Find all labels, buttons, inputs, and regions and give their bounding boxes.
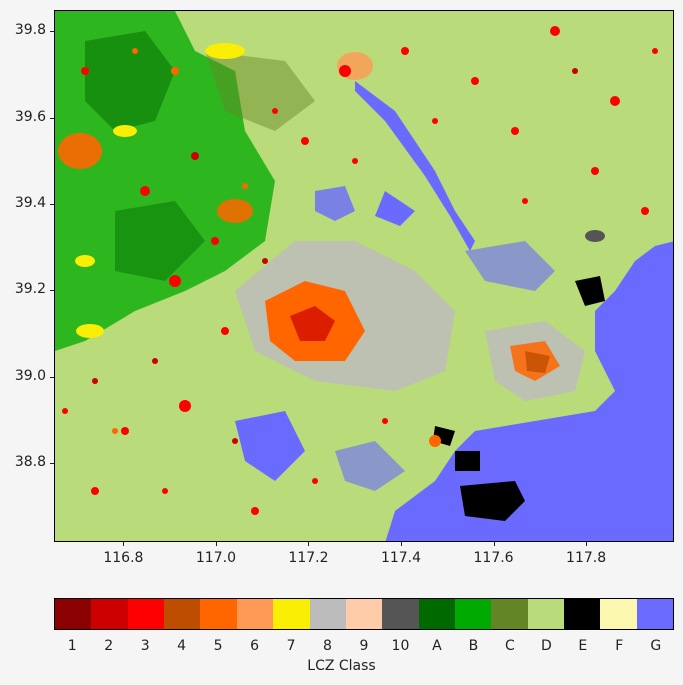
colorbar-swatch xyxy=(164,599,201,629)
colorbar-class-label: C xyxy=(504,638,515,654)
x-tick-label: 116.8 xyxy=(103,550,144,566)
colorbar-class-label: 5 xyxy=(213,638,223,654)
colorbar-swatch xyxy=(527,599,565,629)
y-tick-mark xyxy=(50,462,54,464)
y-tick-label: 38.8 xyxy=(14,453,46,470)
x-tick-label: 117.0 xyxy=(195,550,236,566)
colorbar-swatch xyxy=(491,599,528,629)
lcz-raster xyxy=(55,11,673,541)
y-tick-label: 39.8 xyxy=(14,22,46,39)
colorbar-class-label: 10 xyxy=(391,638,410,654)
colorbar-class-label: F xyxy=(615,638,624,654)
colorbar-class-label: E xyxy=(578,638,588,654)
colorbar-swatch xyxy=(345,599,383,629)
lcz-colorbar xyxy=(54,598,674,630)
colorbar-class-label: B xyxy=(468,638,479,654)
colorbar-swatch xyxy=(236,599,274,629)
colorbar-class-label: A xyxy=(432,638,442,654)
colorbar-class-label: 7 xyxy=(286,638,296,654)
x-tick-mark xyxy=(308,542,310,546)
x-tick-label: 117.4 xyxy=(380,550,422,566)
colorbar-swatch xyxy=(127,599,165,629)
colorbar-class-label: 3 xyxy=(140,638,150,654)
colorbar-swatch xyxy=(273,599,310,629)
colorbar-swatch xyxy=(309,599,346,629)
colorbar-class-label: 4 xyxy=(177,638,187,654)
y-tick-mark xyxy=(50,290,54,292)
colorbar-class-label: 9 xyxy=(359,638,369,654)
x-tick-mark xyxy=(401,542,402,546)
y-tick-label: 39.2 xyxy=(14,281,46,298)
colorbar-swatch xyxy=(200,599,237,629)
colorbar-class-label: 2 xyxy=(104,638,114,654)
colorbar-class-label: G xyxy=(650,638,662,654)
y-tick-mark xyxy=(50,31,54,33)
colorbar-class-label: 8 xyxy=(323,638,332,654)
x-tick-mark xyxy=(123,542,125,546)
x-tick-label: 117.8 xyxy=(566,550,607,566)
colorbar-title-text: LCZ Class xyxy=(307,658,376,674)
lcz-map xyxy=(54,10,674,542)
colorbar-title: LCZ Class xyxy=(0,658,683,674)
colorbar-swatch xyxy=(454,599,492,629)
colorbar-class-label: D xyxy=(540,638,552,654)
colorbar-class-label: 6 xyxy=(250,638,260,654)
y-tick-label: 39.4 xyxy=(14,194,46,211)
colorbar-class-label: 1 xyxy=(67,638,77,654)
x-tick-mark xyxy=(215,542,217,546)
colorbar-swatch xyxy=(564,599,601,629)
y-tick-label: 39.6 xyxy=(14,108,46,125)
y-tick-label: 39.0 xyxy=(14,367,46,384)
x-tick-label: 117.2 xyxy=(288,550,329,566)
y-tick-mark xyxy=(50,117,54,119)
x-tick-mark xyxy=(586,542,588,546)
colorbar-swatch xyxy=(600,599,637,629)
colorbar-swatch xyxy=(636,599,674,629)
y-tick-mark xyxy=(50,203,54,205)
y-tick-mark xyxy=(50,376,54,378)
colorbar-swatch xyxy=(55,599,92,629)
colorbar-swatch xyxy=(91,599,128,629)
x-tick-label: 117.6 xyxy=(473,550,514,566)
colorbar-swatch xyxy=(418,599,455,629)
x-tick-mark xyxy=(493,542,495,546)
colorbar-swatch xyxy=(382,599,419,629)
